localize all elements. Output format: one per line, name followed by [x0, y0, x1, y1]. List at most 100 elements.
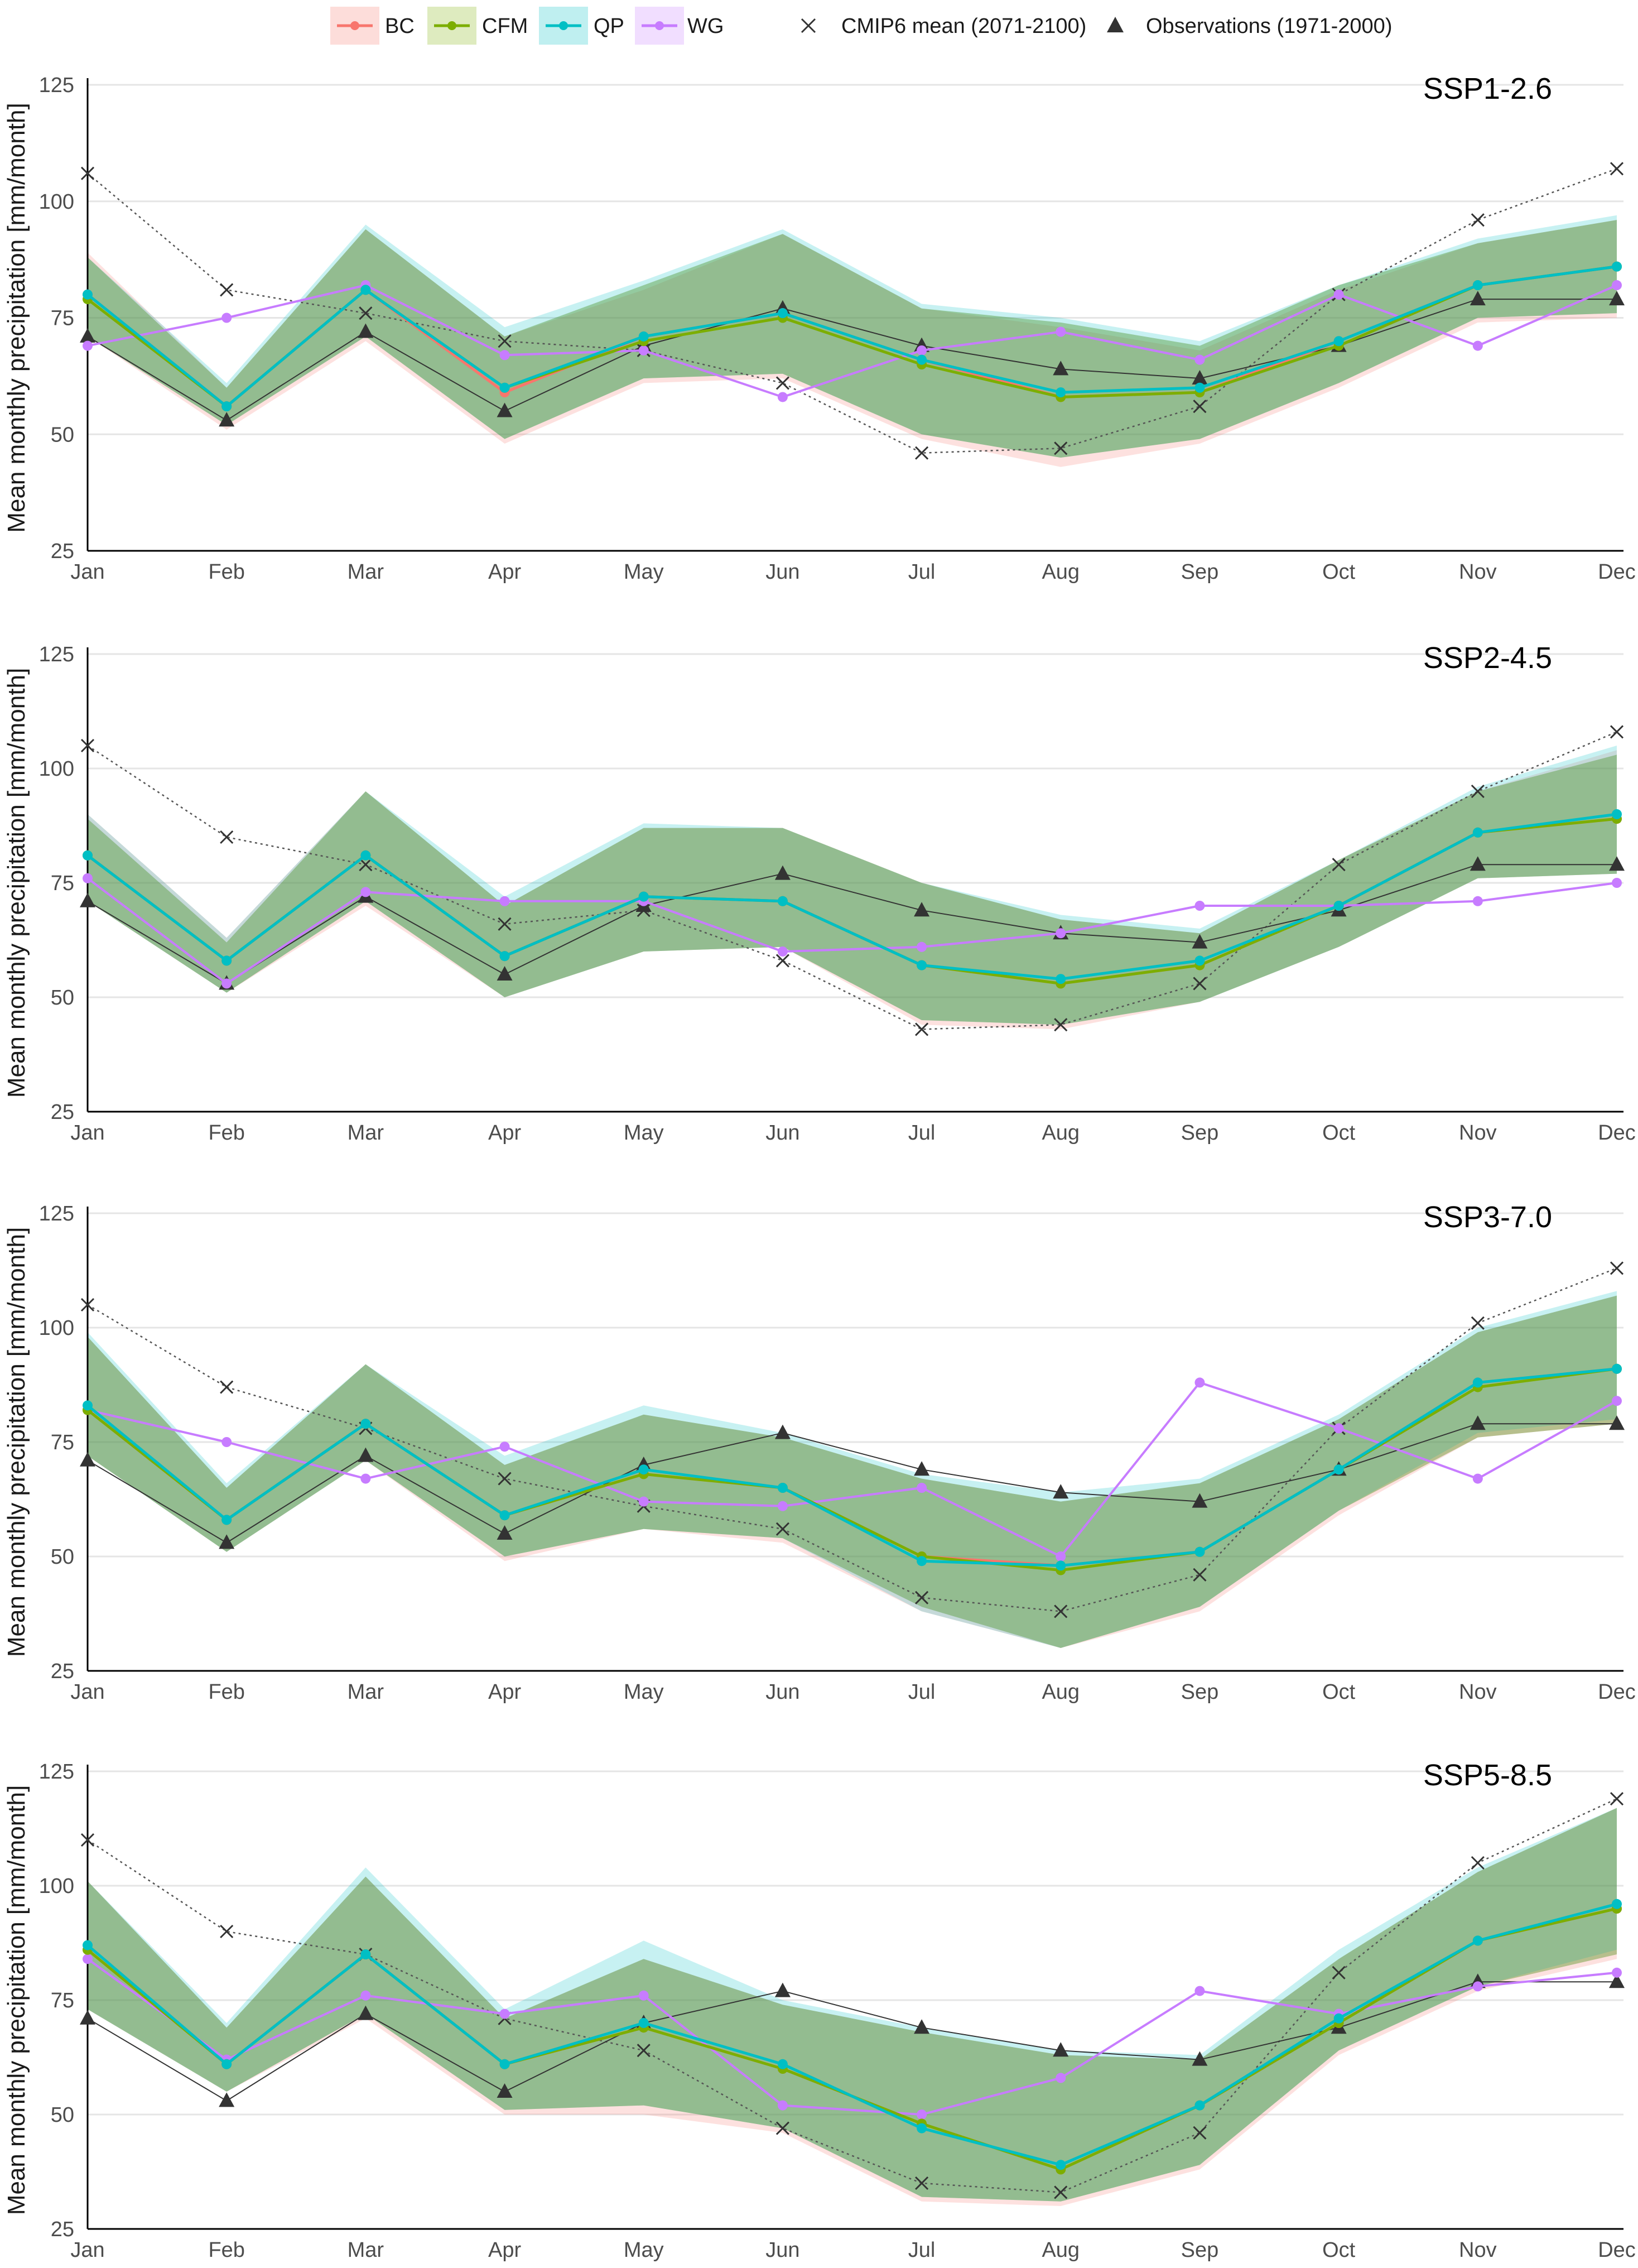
- point-wg: [777, 392, 788, 402]
- cmip6-point: [775, 2121, 789, 2135]
- observations-point: [914, 2019, 930, 2034]
- cmip6-point: [1193, 977, 1207, 991]
- point-qp: [917, 2123, 927, 2134]
- observations-point: [497, 966, 513, 981]
- x-tick-label: May: [624, 560, 664, 584]
- point-wg: [638, 345, 649, 355]
- legend-point-bc: [350, 21, 359, 30]
- point-qp: [777, 1483, 788, 1493]
- x-tick-label: Aug: [1042, 1121, 1080, 1145]
- y-tick-label: 50: [51, 2103, 74, 2127]
- x-tick-label: Dec: [1598, 1680, 1636, 1704]
- point-wg: [1472, 340, 1483, 351]
- panel-2: 25 50 75 100 125 Jan Feb Mar Apr May Jun Jul Aug Sep O…: [3, 641, 1636, 1145]
- band-qp: [88, 1808, 1617, 2202]
- observations-point: [774, 1424, 791, 1439]
- observations-point: [358, 1447, 374, 1462]
- y-tick-label: 75: [51, 872, 74, 895]
- point-wg: [499, 350, 510, 361]
- observations-point: [1609, 1973, 1625, 1988]
- band-cfm: [88, 1295, 1617, 1648]
- line-wg: [86, 877, 1617, 985]
- point-qp: [221, 1515, 232, 1525]
- point-qp: [1612, 1363, 1622, 1374]
- y-tick-label: 100: [39, 757, 74, 781]
- point-qp: [917, 1556, 927, 1567]
- point-wg: [1612, 280, 1622, 291]
- y-axis-label: Mean monthly precipitation [mm/month]: [3, 668, 30, 1098]
- y-tick-label: 125: [39, 643, 74, 666]
- legend-point-wg: [655, 21, 664, 30]
- cmip6-point: [359, 306, 373, 320]
- y-axis-label: Mean monthly precipitation [mm/month]: [3, 103, 30, 532]
- point-wg: [360, 1473, 371, 1484]
- legend-point-qp: [559, 21, 568, 30]
- x-tick-label: Oct: [1322, 2238, 1356, 2262]
- observations-point: [80, 2010, 95, 2025]
- cmip6-point: [80, 738, 95, 753]
- x-tick-label: Jul: [908, 1680, 936, 1704]
- x-tick-label: Jul: [908, 2238, 936, 2262]
- observations-point: [1192, 370, 1208, 385]
- y-tick-label: 75: [51, 307, 74, 330]
- point-qp: [499, 2059, 510, 2069]
- cmip6-point: [1610, 1261, 1624, 1275]
- band-qp: [88, 1291, 1617, 1648]
- observations-point: [1609, 1415, 1625, 1430]
- observations-point: [1192, 2051, 1208, 2066]
- observations-point: [774, 865, 791, 880]
- x-tick-label: Jan: [70, 560, 104, 584]
- point-wg: [1056, 1551, 1066, 1561]
- x-tick-label: Mar: [348, 1121, 384, 1145]
- point-qp: [917, 354, 927, 365]
- point-wg: [1194, 901, 1205, 911]
- cmip6-point: [1471, 213, 1485, 227]
- x-tick-label: Jul: [908, 1121, 936, 1145]
- x-tick-label: Feb: [208, 1121, 244, 1145]
- point-wg: [917, 941, 927, 952]
- legend-item-wg: WG: [635, 7, 724, 45]
- x-tick-label: May: [624, 1680, 664, 1704]
- y-tick-label: 25: [51, 1101, 74, 1124]
- y-tick-label: 75: [51, 1989, 74, 2012]
- x-tick-label: Oct: [1322, 560, 1356, 584]
- point-qp: [499, 382, 510, 393]
- x-tick-label: Jun: [765, 560, 799, 584]
- band-overlap: [88, 755, 1617, 1025]
- point-qp: [1612, 1899, 1622, 1909]
- x-tick-label: Jul: [908, 560, 936, 584]
- observations-point: [1192, 934, 1208, 949]
- point-qp: [1612, 809, 1622, 819]
- cmip6-point: [220, 830, 234, 844]
- cmip6-point: [775, 1522, 789, 1536]
- line-qp: [86, 813, 1617, 981]
- observations-line: [87, 864, 1617, 984]
- x-tick-label: Apr: [488, 560, 521, 584]
- cmip6-line: [87, 1798, 1617, 2193]
- point-qp: [83, 1940, 93, 1950]
- point-wg: [917, 345, 927, 355]
- band-overlap: [88, 1295, 1617, 1648]
- point-wg: [917, 1483, 927, 1493]
- point-qp: [777, 308, 788, 319]
- legend-item-observations: Observations (1971-2000): [1107, 15, 1392, 38]
- point-qp: [360, 1419, 371, 1429]
- point-qp: [360, 285, 371, 295]
- point-qp: [638, 331, 649, 342]
- point-qp: [917, 960, 927, 970]
- band-bc: [88, 1808, 1617, 2206]
- x-tick-label: Mar: [348, 1680, 384, 1704]
- y-tick-label: 75: [51, 1431, 74, 1454]
- point-qp: [1333, 2013, 1344, 2024]
- panel-title: SSP2-4.5: [1423, 641, 1552, 675]
- cmip6-point: [915, 1022, 929, 1036]
- observations-point: [358, 2005, 374, 2020]
- x-tick-label: Feb: [208, 2238, 244, 2262]
- legend-item-cfm: CFM: [427, 7, 528, 45]
- band-cfm: [88, 755, 1617, 1025]
- point-qp: [1333, 1464, 1344, 1475]
- x-tick-label: Nov: [1459, 1680, 1497, 1704]
- observations-point: [80, 328, 95, 343]
- cmip6-point: [220, 1924, 234, 1939]
- point-wg: [83, 873, 93, 883]
